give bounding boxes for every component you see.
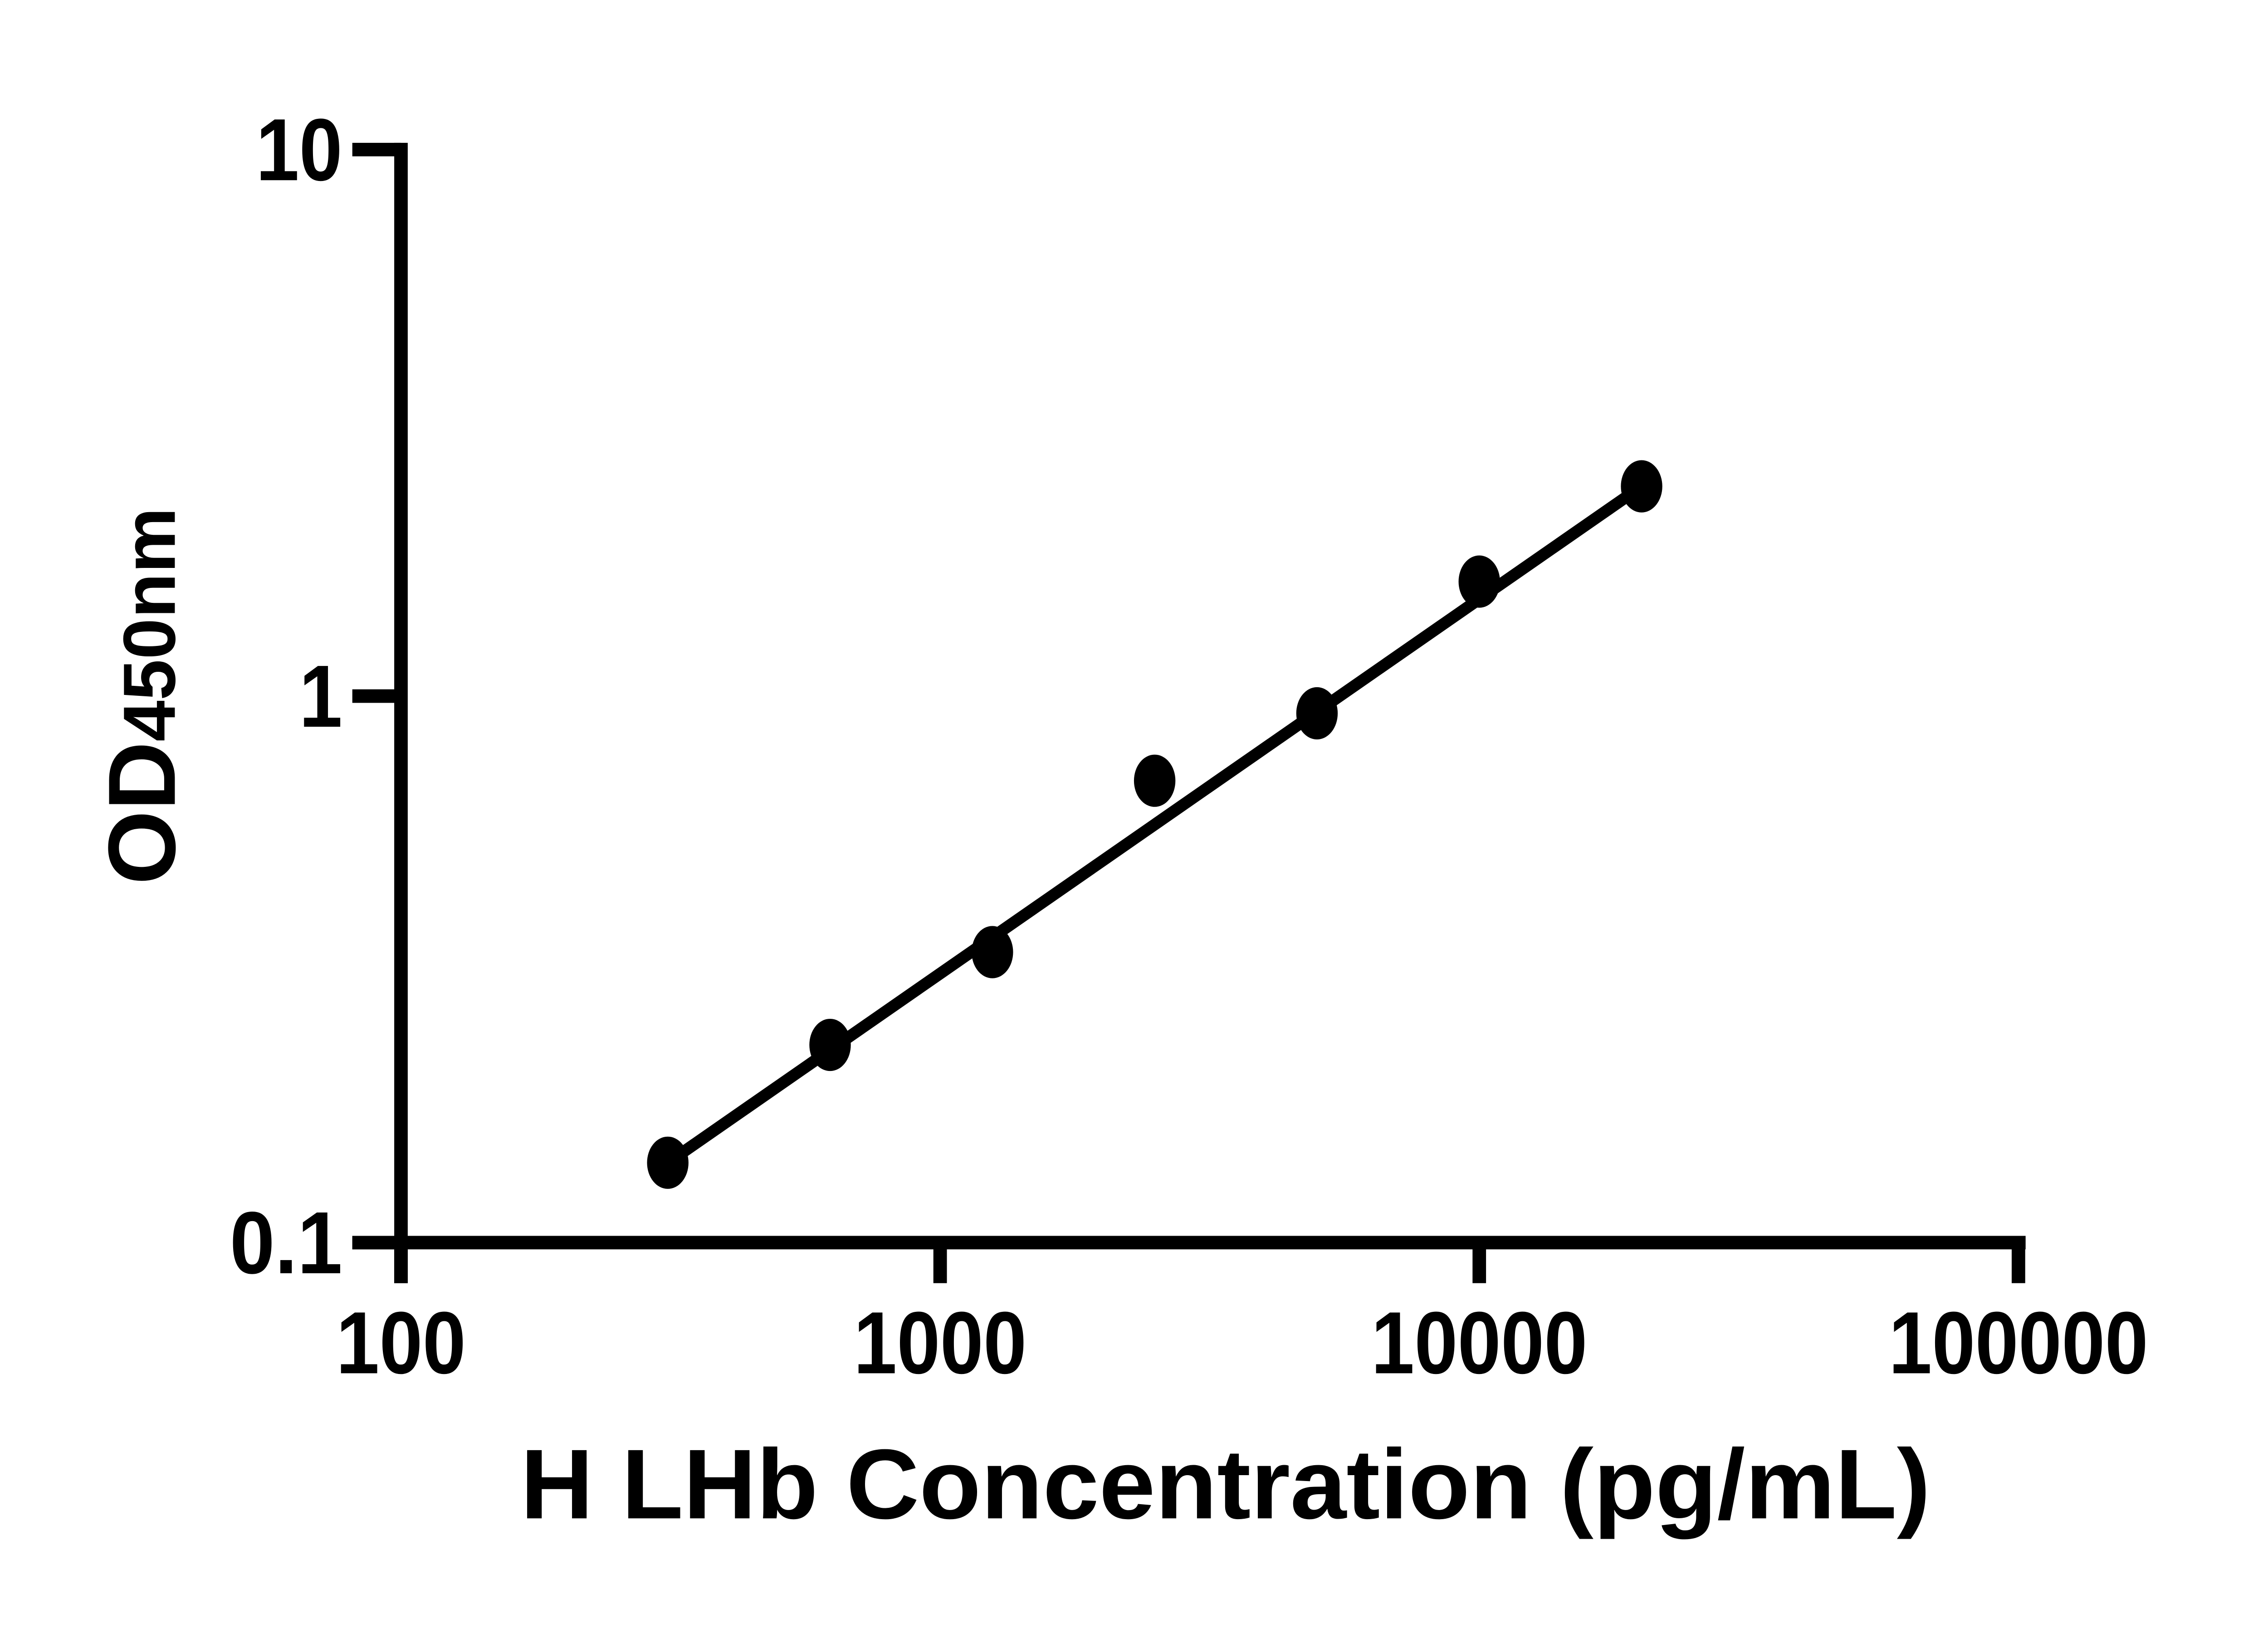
data-point	[1296, 687, 1338, 740]
data-point	[1621, 460, 1662, 513]
data-point	[1134, 754, 1176, 807]
x-tick-label: 100	[336, 1294, 466, 1392]
data-point	[1458, 555, 1500, 608]
y-axis-title-main: OD	[88, 742, 195, 885]
x-tick-label: 1000	[854, 1294, 1026, 1392]
data-point	[972, 926, 1013, 978]
axes-layer: 0.1 1 10 100 1000 10000 100000	[230, 101, 2148, 1392]
x-axis-title: H LHb Concentration (pg/mL)	[520, 1429, 1931, 1540]
y-tick-label: 0.1	[230, 1194, 342, 1292]
data-point	[809, 1018, 851, 1071]
x-tick-label: 100000	[1889, 1294, 2148, 1392]
y-tick-label: 1	[299, 647, 342, 746]
y-axis-title-subscript: 450nm	[108, 508, 191, 742]
y-axis-title: OD450nm	[88, 508, 195, 885]
series-layer	[647, 460, 1662, 1189]
data-point	[647, 1136, 689, 1189]
y-tick-label: 10	[256, 101, 342, 199]
x-tick-label: 10000	[1371, 1294, 1588, 1392]
